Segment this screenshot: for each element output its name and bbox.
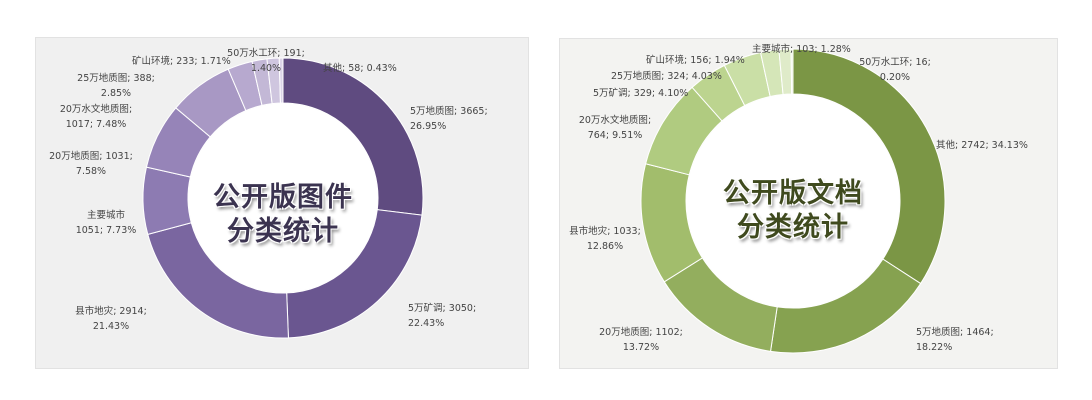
data-label: 50万水工环; 16; 0.20% (859, 57, 931, 83)
data-label: 20万水文地质图; 1017; 7.48% (59, 104, 133, 130)
data-label: 其他; 2742; 34.13% (936, 140, 1028, 151)
chart-title: 公开版文档 分类统计 (702, 177, 884, 245)
chart-title: 公开版图件 分类统计 (192, 181, 374, 249)
data-label: 5万地质图; 3665; 26.95% (410, 106, 488, 132)
donut-slice (282, 57, 424, 216)
donut-slice (792, 48, 946, 285)
data-label: 20万地质图; 1031; 7.58% (49, 151, 133, 177)
data-label: 25万地质图; 388; 2.85% (77, 73, 155, 99)
data-label: 50万水工环; 191; 1.40% (227, 48, 305, 74)
chart-title-line: 分类统计 (737, 212, 849, 243)
chart-title-line: 公开版文档 (723, 178, 863, 209)
donut-slice (278, 57, 284, 104)
data-label: 5万矿调; 3050; 22.43% (408, 303, 477, 329)
data-label: 主要城市; 103; 1.28% (752, 44, 851, 55)
data-label: 县市地灾; 2914; 21.43% (75, 306, 147, 332)
data-label: 20万水文地质图; 764; 9.51% (578, 115, 652, 141)
donut-hole (188, 103, 378, 293)
chart-panel-drawings: 公开版图件 分类统计 5万地质图; 3665; 26.95% 5万矿调; 3050… (35, 37, 529, 369)
data-label: 25万地质图; 324; 4.03% (611, 71, 722, 82)
data-label: 矿山环境; 233; 1.71% (132, 56, 231, 67)
data-label: 20万地质图; 1102; 13.72% (599, 327, 683, 353)
data-label: 矿山环境; 156; 1.94% (646, 55, 745, 66)
donut-hole (686, 94, 900, 308)
chart-title-line: 分类统计 (227, 216, 339, 247)
chart-title-line: 公开版图件 (213, 182, 353, 213)
data-label: 其他; 58; 0.43% (323, 63, 397, 74)
donut-chart-documents (640, 48, 946, 354)
chart-panel-documents: 公开版文档 分类统计 其他; 2742; 34.13% 5万地质图; 1464;… (559, 38, 1058, 369)
data-label: 5万矿调; 329; 4.10% (593, 88, 689, 99)
donut-chart-drawings (142, 57, 424, 339)
data-label: 县市地灾; 1033; 12.86% (569, 226, 641, 252)
data-label: 主要城市 1051; 7.73% (75, 210, 137, 236)
donut-slice (790, 48, 794, 95)
data-label: 5万地质图; 1464; 18.22% (916, 327, 994, 353)
